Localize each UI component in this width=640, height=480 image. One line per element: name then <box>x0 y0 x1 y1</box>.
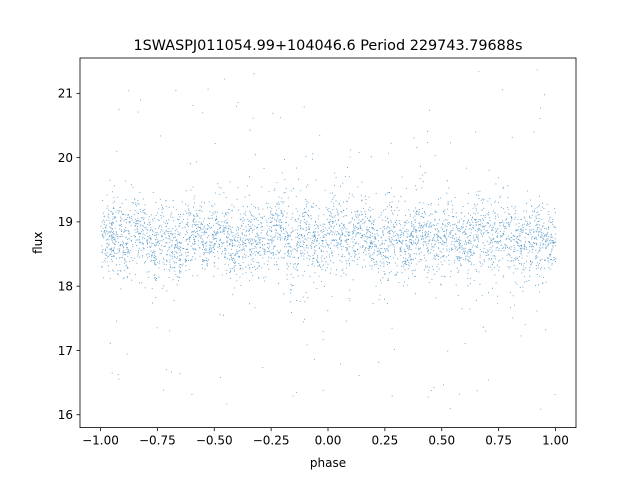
y-tick-label: 16 <box>58 408 73 422</box>
y-tick-label: 20 <box>58 151 73 165</box>
x-tick-label: −0.75 <box>139 434 176 448</box>
x-tick-label: 0.75 <box>485 434 512 448</box>
x-tick-label: 1.00 <box>542 434 569 448</box>
x-tick-label: 0.50 <box>428 434 455 448</box>
y-tick-label: 18 <box>58 279 73 293</box>
y-tick-label: 17 <box>58 344 73 358</box>
y-tick-label: 19 <box>58 215 73 229</box>
x-tick-label: −0.25 <box>253 434 290 448</box>
x-axis: −1.00 −0.75 −0.50 −0.25 0.00 0.25 0.50 0.75 1.00 <box>82 427 569 448</box>
x-tick-label: 0.00 <box>315 434 342 448</box>
chart-title: 1SWASPJ011054.99+104046.6 Period 229743.… <box>134 38 523 54</box>
y-tick-label: 21 <box>58 87 73 101</box>
x-axis-label: phase <box>310 456 346 470</box>
y-axis: 16 17 18 19 20 21 <box>58 87 80 422</box>
x-tick-label: −0.50 <box>196 434 233 448</box>
x-tick-label: −1.00 <box>82 434 119 448</box>
y-axis-label: flux <box>31 232 45 254</box>
x-tick-label: 0.25 <box>372 434 399 448</box>
